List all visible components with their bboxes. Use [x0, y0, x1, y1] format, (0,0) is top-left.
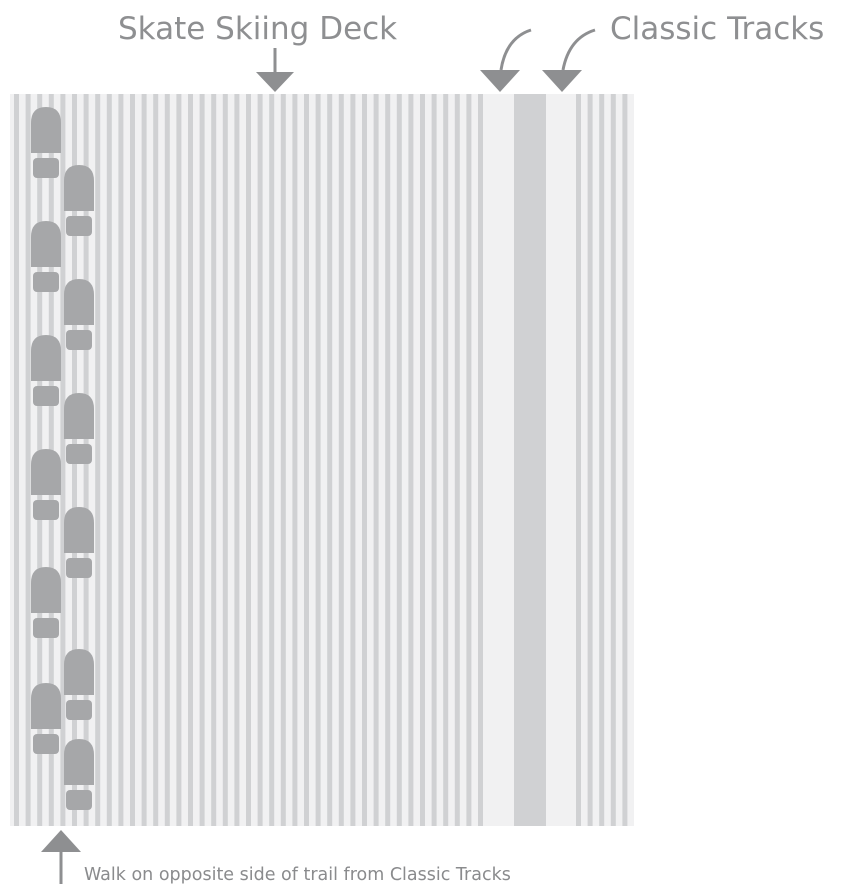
boot-print-icon: [31, 335, 61, 406]
groove-stripe: [385, 94, 391, 826]
classic-track-groove: [514, 94, 546, 826]
boot-print-icon: [64, 739, 94, 810]
groove-stripe: [164, 94, 170, 826]
skate-deck-label: Skate Skiing Deck: [118, 11, 397, 47]
boot-print-icon: [31, 107, 61, 178]
curved-arrow-down-icon: [542, 28, 596, 92]
groove-stripe: [599, 94, 605, 826]
groove-stripe: [466, 94, 472, 826]
arrow-down-icon: [256, 48, 294, 92]
groove-stripe: [280, 94, 286, 826]
boot-print-icon: [31, 567, 61, 638]
groove-stripe: [454, 94, 460, 826]
groove-stripe: [373, 94, 379, 826]
groove-stripe: [199, 94, 205, 826]
groove-stripe: [327, 94, 333, 826]
classic-tracks-label: Classic Tracks: [610, 11, 824, 47]
groove-stripe: [396, 94, 402, 826]
groove-stripe: [118, 94, 124, 826]
boot-print-icon: [31, 449, 61, 520]
groove-stripe: [420, 94, 425, 826]
groove-stripe: [95, 94, 101, 826]
groove-stripe: [304, 94, 309, 826]
groove-stripe: [292, 94, 298, 826]
groove-stripe: [14, 94, 19, 826]
groove-stripe: [408, 94, 414, 826]
groove-stripe: [222, 94, 228, 826]
groove-stripe: [362, 94, 367, 826]
groove-stripe: [622, 94, 628, 826]
groove-stripe: [106, 94, 112, 826]
groove-stripe: [338, 94, 344, 826]
groove-stripe: [587, 94, 593, 826]
groove-stripe: [443, 94, 449, 826]
groove-stripe: [153, 94, 159, 826]
groove-stripe: [188, 94, 193, 826]
boot-print-icon: [31, 221, 61, 292]
groove-stripe: [610, 94, 616, 826]
groove-stripe: [269, 94, 275, 826]
groove-stripe: [176, 94, 182, 826]
groove-stripe: [431, 94, 437, 826]
boot-print-icon: [64, 393, 94, 464]
groove-stripe: [211, 94, 217, 826]
boot-print-icon: [64, 279, 94, 350]
groove-stripe: [315, 94, 321, 826]
curved-arrow-down-icon: [480, 28, 532, 92]
groove-stripe: [25, 94, 31, 826]
groove-stripe: [246, 94, 251, 826]
walking-footprints: [31, 107, 94, 810]
walk-instruction-caption: Walk on opposite side of trail from Clas…: [84, 865, 511, 884]
groove-stripe: [350, 94, 356, 826]
groove-stripe: [130, 94, 135, 826]
groove-stripe: [478, 94, 483, 826]
groove-stripe: [60, 94, 66, 826]
boot-print-icon: [64, 649, 94, 720]
groove-stripe: [141, 94, 147, 826]
boot-print-icon: [31, 683, 61, 754]
groove-stripe: [234, 94, 240, 826]
boot-print-icon: [64, 507, 94, 578]
boot-print-icon: [64, 165, 94, 236]
groove-stripe: [257, 94, 263, 826]
arrow-up-icon: [41, 830, 81, 884]
groove-stripe: [576, 94, 581, 826]
